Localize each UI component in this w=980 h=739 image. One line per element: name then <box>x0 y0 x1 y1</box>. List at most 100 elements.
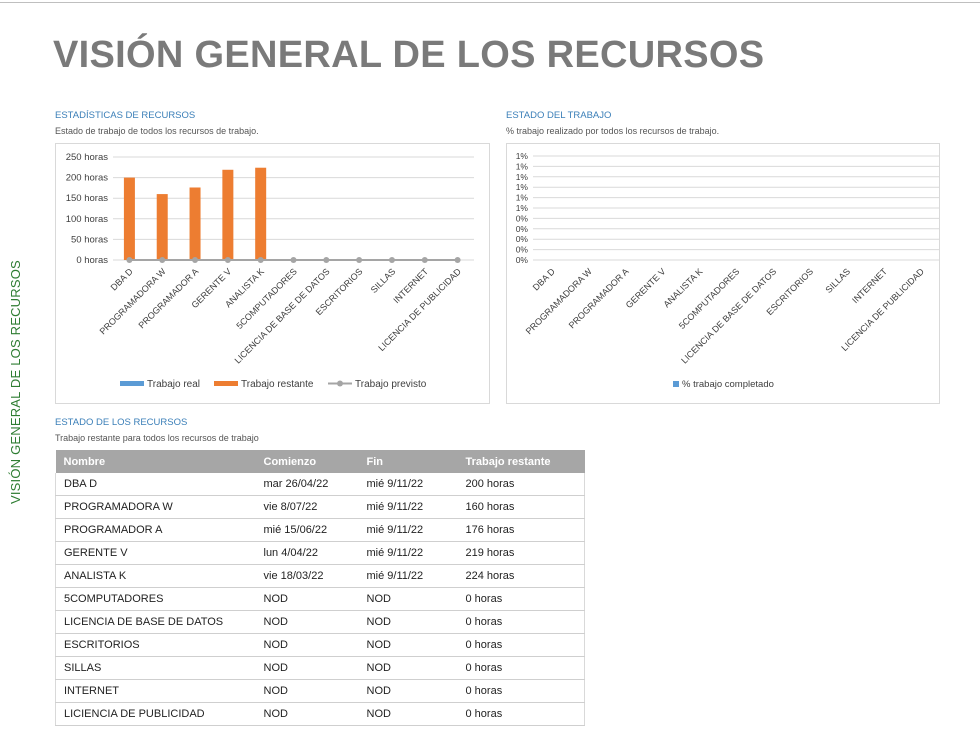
cell-nombre: ESCRITORIOS <box>55 633 256 657</box>
cell-trabajo-restante: 0 horas <box>457 587 585 611</box>
cell-nombre: PROGRAMADORA W <box>55 495 256 519</box>
stats-chart-point[interactable] <box>290 257 297 263</box>
status-chart-category-label: INTERNET <box>850 266 889 305</box>
stats-legend-item[interactable]: Trabajo previsto <box>328 379 427 390</box>
column-header-fin[interactable]: Fin <box>358 450 458 473</box>
stats-section-title: ESTADÍSTICAS DE RECURSOS <box>55 110 196 121</box>
cell-comienzo: NOD <box>255 587 359 611</box>
status-legend-item[interactable]: % trabajo completado <box>673 379 774 390</box>
resources-section-subtitle: Trabajo restante para todos los recursos… <box>55 433 259 443</box>
resources-section-title: ESTADO DE LOS RECURSOS <box>55 417 188 428</box>
cell-trabajo-restante: 224 horas <box>457 564 585 588</box>
stats-chart-point[interactable] <box>224 257 231 263</box>
status-chart-y-tick-label: 0% <box>516 224 529 234</box>
status-chart-category-label: SILLAS <box>823 266 852 295</box>
cell-comienzo: vie 8/07/22 <box>255 495 359 519</box>
status-chart-y-tick-label: 1% <box>516 172 529 182</box>
stats-chart-point[interactable] <box>257 257 264 263</box>
stats-chart-category-label: 5COMPUTADORES <box>234 266 299 331</box>
status-chart-y-tick-label: 1% <box>516 151 529 161</box>
stats-chart-bar[interactable] <box>189 187 201 260</box>
stats-chart-point[interactable] <box>126 257 133 263</box>
stats-chart[interactable]: 0 horas 50 horas 100 horas 150 horas 200 hor… <box>55 143 490 404</box>
cell-nombre: 5COMPUTADORES <box>55 587 256 611</box>
legend-swatch <box>120 381 144 386</box>
stats-chart-point[interactable] <box>159 257 166 263</box>
stats-chart-y-tick-label: 150 horas <box>66 193 109 204</box>
cell-nombre: SILLAS <box>55 656 256 680</box>
stats-chart-point[interactable] <box>192 257 199 263</box>
status-chart-y-tick-label: 1% <box>516 161 529 171</box>
cell-fin: NOD <box>358 702 458 726</box>
stats-chart-point[interactable] <box>323 257 330 263</box>
status-chart-category-label: DBA D <box>531 266 558 293</box>
cell-comienzo: mar 26/04/22 <box>255 473 359 496</box>
cell-trabajo-restante: 0 horas <box>457 610 585 634</box>
page-title: VISIÓN GENERAL DE LOS RECURSOS <box>53 34 765 76</box>
cell-comienzo: NOD <box>255 656 359 680</box>
cell-trabajo-restante: 0 horas <box>457 656 585 680</box>
status-chart-category-label: GERENTE V <box>624 266 668 310</box>
stats-chart-bar[interactable] <box>156 194 168 260</box>
column-header-comienzo[interactable]: Comienzo <box>255 450 359 473</box>
cell-comienzo: mié 15/06/22 <box>255 518 359 542</box>
table-row[interactable]: INTERNET NOD NOD 0 horas <box>55 679 585 703</box>
status-chart-y-tick-label: 0% <box>516 255 529 265</box>
cell-nombre: DBA D <box>55 473 256 496</box>
cell-nombre: LICIENCIA DE PUBLICIDAD <box>55 702 256 726</box>
stats-chart-bar[interactable] <box>123 177 135 260</box>
cell-trabajo-restante: 0 horas <box>457 633 585 657</box>
table-row[interactable]: LICIENCIA DE PUBLICIDAD NOD NOD 0 horas <box>55 702 585 726</box>
cell-comienzo: NOD <box>255 633 359 657</box>
status-chart-category-label: PROGRAMADORA W <box>524 266 594 336</box>
status-chart[interactable]: 0% 0% 0% 0% 0% 1% 1% 1% 1% 1% 1% DBA D PROGRAMADORA … <box>506 143 940 404</box>
stats-chart-point[interactable] <box>454 257 461 263</box>
legend-swatch <box>214 381 238 386</box>
table-row[interactable]: ESCRITORIOS NOD NOD 0 horas <box>55 633 585 657</box>
status-section-subtitle: % trabajo realizado por todos los recurs… <box>506 126 720 136</box>
cell-fin: NOD <box>358 633 458 657</box>
cell-nombre: LICENCIA DE BASE DE DATOS <box>55 610 256 634</box>
table-header-row: Nombre Comienzo Fin Trabajo restante <box>55 450 585 473</box>
stats-chart-category-label: PROGRAMADOR A <box>136 266 200 330</box>
cell-comienzo: NOD <box>255 702 359 726</box>
legend-label: Trabajo previsto <box>355 379 427 390</box>
cell-fin: mié 9/11/22 <box>358 541 458 565</box>
stats-chart-bar[interactable] <box>222 169 234 260</box>
cell-trabajo-restante: 160 horas <box>457 495 585 519</box>
top-divider <box>0 2 980 3</box>
status-chart-y-tick-label: 1% <box>516 203 529 213</box>
stats-chart-y-tick-label: 250 horas <box>66 152 109 163</box>
cell-fin: NOD <box>358 610 458 634</box>
stats-chart-bar[interactable] <box>255 167 267 260</box>
stats-chart-y-tick-label: 50 horas <box>71 234 108 245</box>
status-chart-svg: 0%0%0%0%0%1%1%1%1%1%1%DBA DPROGRAMADORA … <box>516 151 939 390</box>
column-header-trabajo-restante[interactable]: Trabajo restante <box>457 450 585 473</box>
cell-nombre: GERENTE V <box>55 541 256 565</box>
table-row[interactable]: LICENCIA DE BASE DE DATOS NOD NOD 0 horas <box>55 610 585 634</box>
table-row[interactable]: 5COMPUTADORES NOD NOD 0 horas <box>55 587 585 611</box>
stats-chart-point[interactable] <box>356 257 363 263</box>
stats-chart-y-tick-label: 200 horas <box>66 173 109 184</box>
stats-legend-item[interactable]: Trabajo real <box>120 379 200 390</box>
table-row[interactable]: SILLAS NOD NOD 0 horas <box>55 656 585 680</box>
stats-legend-item[interactable]: Trabajo restante <box>214 379 314 390</box>
stats-chart-point[interactable] <box>421 257 428 263</box>
cell-comienzo: NOD <box>255 610 359 634</box>
status-section-title: ESTADO DEL TRABAJO <box>506 110 612 121</box>
legend-marker <box>337 380 343 387</box>
cell-trabajo-restante: 0 horas <box>457 679 585 703</box>
cell-fin: mié 9/11/22 <box>358 495 458 519</box>
cell-fin: NOD <box>358 679 458 703</box>
status-chart-y-tick-label: 1% <box>516 182 529 192</box>
stats-chart-point[interactable] <box>388 257 395 263</box>
status-chart-y-tick-label: 1% <box>516 193 529 203</box>
column-header-nombre[interactable]: Nombre <box>55 450 256 473</box>
cell-nombre: PROGRAMADOR A <box>55 518 256 542</box>
